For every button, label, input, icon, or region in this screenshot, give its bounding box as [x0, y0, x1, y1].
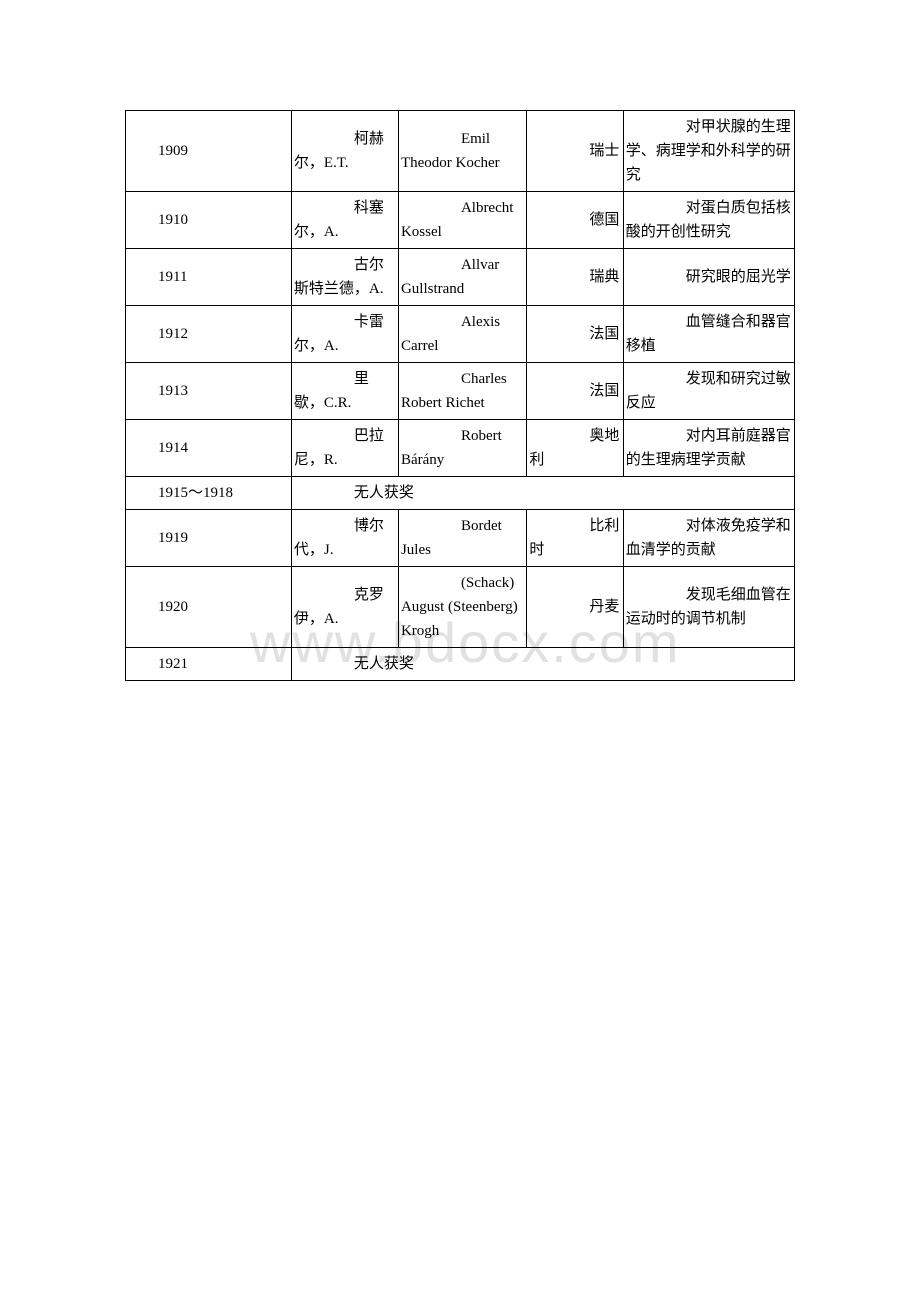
cell-year: 1919: [126, 510, 292, 567]
cell-desc: 对甲状腺的生理学、病理学和外科学的研究: [623, 111, 794, 192]
cell-merged: 无人获奖: [291, 477, 794, 510]
nobel-prize-table: 1909 柯赫尔，E.T. Emil Theodor Kocher 瑞士 对甲状…: [125, 110, 795, 681]
cell-year: 1913: [126, 363, 292, 420]
cell-name-en: Bordet Jules: [398, 510, 526, 567]
table-row: 1913 里歇，C.R. Charles Robert Richet 法国 发现…: [126, 363, 795, 420]
table-row: 1911 古尔斯特兰德，A. Allvar Gullstrand 瑞典 研究眼的…: [126, 249, 795, 306]
cell-merged: 无人获奖: [291, 648, 794, 681]
cell-year: 1914: [126, 420, 292, 477]
cell-country: 法国: [527, 363, 623, 420]
cell-country: 瑞典: [527, 249, 623, 306]
cell-desc: 对蛋白质包括核酸的开创性研究: [623, 192, 794, 249]
cell-name-en: Charles Robert Richet: [398, 363, 526, 420]
cell-year: 1920: [126, 567, 292, 648]
cell-name-cn: 克罗伊，A.: [291, 567, 398, 648]
cell-year: 1911: [126, 249, 292, 306]
cell-name-cn: 古尔斯特兰德，A.: [291, 249, 398, 306]
cell-country: 德国: [527, 192, 623, 249]
cell-country: 比利时: [527, 510, 623, 567]
table-row: 1921 无人获奖: [126, 648, 795, 681]
cell-country: 瑞士: [527, 111, 623, 192]
cell-desc: 对内耳前庭器官的生理病理学贡献: [623, 420, 794, 477]
cell-name-cn: 科塞尔，A.: [291, 192, 398, 249]
table-row: 1914 巴拉尼，R. Robert Bárány 奥地利 对内耳前庭器官的生理…: [126, 420, 795, 477]
cell-year: 1912: [126, 306, 292, 363]
cell-name-en: (Schack) August (Steenberg) Krogh: [398, 567, 526, 648]
cell-desc: 发现毛细血管在运动时的调节机制: [623, 567, 794, 648]
cell-year: 1909: [126, 111, 292, 192]
cell-desc: 对体液免疫学和血清学的贡献: [623, 510, 794, 567]
cell-year: 1915～1918: [126, 477, 292, 510]
cell-name-en: Alexis Carrel: [398, 306, 526, 363]
table-row: 1910 科塞尔，A. Albrecht Kossel 德国 对蛋白质包括核酸的…: [126, 192, 795, 249]
cell-desc: 发现和研究过敏反应: [623, 363, 794, 420]
cell-name-cn: 巴拉尼，R.: [291, 420, 398, 477]
table-row: 1909 柯赫尔，E.T. Emil Theodor Kocher 瑞士 对甲状…: [126, 111, 795, 192]
cell-name-cn: 里歇，C.R.: [291, 363, 398, 420]
table-row: 1920 克罗伊，A. (Schack) August (Steenberg) …: [126, 567, 795, 648]
cell-name-en: Allvar Gullstrand: [398, 249, 526, 306]
cell-name-cn: 卡雷尔，A.: [291, 306, 398, 363]
cell-country: 奥地利: [527, 420, 623, 477]
cell-country: 法国: [527, 306, 623, 363]
cell-year: 1910: [126, 192, 292, 249]
cell-year: 1921: [126, 648, 292, 681]
table-row: 1912 卡雷尔，A. Alexis Carrel 法国 血管缝合和器官移植: [126, 306, 795, 363]
cell-desc: 研究眼的屈光学: [623, 249, 794, 306]
table-row: 1919 博尔代，J. Bordet Jules 比利时 对体液免疫学和血清学的…: [126, 510, 795, 567]
table-body: 1909 柯赫尔，E.T. Emil Theodor Kocher 瑞士 对甲状…: [126, 111, 795, 681]
cell-name-cn: 柯赫尔，E.T.: [291, 111, 398, 192]
table-row: 1915～1918 无人获奖: [126, 477, 795, 510]
cell-name-en: Albrecht Kossel: [398, 192, 526, 249]
nobel-table-container: 1909 柯赫尔，E.T. Emil Theodor Kocher 瑞士 对甲状…: [125, 110, 795, 681]
cell-desc: 血管缝合和器官移植: [623, 306, 794, 363]
cell-name-en: Emil Theodor Kocher: [398, 111, 526, 192]
cell-name-en: Robert Bárány: [398, 420, 526, 477]
cell-country: 丹麦: [527, 567, 623, 648]
cell-name-cn: 博尔代，J.: [291, 510, 398, 567]
